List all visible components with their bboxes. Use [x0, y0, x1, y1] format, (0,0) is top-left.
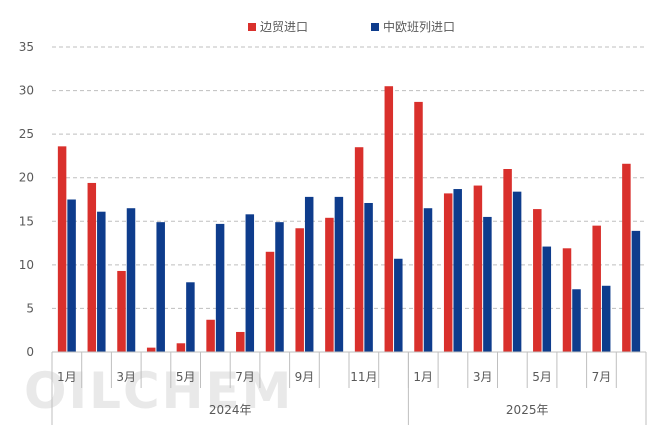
y-tick-label: 20: [19, 171, 34, 185]
bar-china-europe-rail: [97, 211, 106, 352]
bar-border-trade: [176, 343, 186, 352]
y-tick-label: 0: [26, 345, 34, 359]
x-tick-label: 1月: [57, 370, 77, 384]
bar-china-europe-rail: [186, 282, 195, 352]
bar-china-europe-rail: [394, 258, 403, 352]
y-tick-label: 35: [19, 40, 34, 54]
x-tick-label: 5月: [176, 370, 196, 384]
bar-border-trade: [265, 251, 275, 352]
bar-border-trade: [87, 182, 97, 352]
x-tick-label: 7月: [235, 370, 255, 384]
bar-china-europe-rail: [126, 208, 136, 352]
bar-china-europe-rail: [423, 208, 433, 352]
bar-china-europe-rail: [453, 189, 462, 352]
x-tick-label: 3月: [116, 370, 136, 384]
legend-swatch: [248, 23, 256, 31]
bar-china-europe-rail: [334, 196, 344, 352]
x-tick-label: 1月: [413, 370, 433, 384]
watermark: OILCHEM: [24, 362, 293, 420]
bar-border-trade: [117, 270, 126, 352]
bar-border-trade: [57, 146, 67, 352]
bar-china-europe-rail: [275, 222, 284, 352]
bar-china-europe-rail: [512, 191, 522, 352]
bar-border-trade: [622, 163, 631, 352]
bar-china-europe-rail: [67, 199, 76, 352]
bar-china-europe-rail: [631, 230, 641, 352]
bar-border-trade: [562, 248, 572, 352]
bar-china-europe-rail: [304, 196, 314, 352]
bar-china-europe-rail: [364, 202, 373, 352]
x-group-label: 2025年: [506, 403, 549, 417]
y-tick-label: 10: [19, 258, 34, 272]
x-tick-label: 7月: [592, 370, 612, 384]
bar-china-europe-rail: [215, 223, 225, 352]
bar-border-trade: [503, 169, 512, 352]
y-tick-label: 5: [26, 301, 34, 315]
legend-label: 中欧班列进口: [383, 19, 455, 34]
bar-border-trade: [354, 147, 364, 352]
bar-border-trade: [325, 217, 334, 352]
bar-border-trade: [473, 185, 483, 352]
bar-border-trade: [592, 225, 601, 352]
x-tick-label: 9月: [295, 370, 315, 384]
legend-swatch: [371, 23, 379, 31]
y-tick-label: 30: [19, 84, 34, 98]
bar-border-trade: [295, 228, 304, 352]
bar-border-trade: [533, 209, 542, 352]
x-tick-label: 3月: [473, 370, 493, 384]
legend-label: 边贸进口: [260, 20, 308, 34]
grid-lines: [52, 46, 646, 309]
axes: 0 5 10 15 20 25 30 35 1月 3月 5月 7月 9月 11月 1月 3月 5月 7月 2024年…: [19, 40, 647, 425]
bar-china-europe-rail: [156, 222, 165, 352]
x-tick-label: 11月: [350, 370, 377, 384]
x-group-label: 2024年: [209, 403, 252, 417]
bar-border-trade: [414, 101, 423, 353]
bar-china-europe-rail: [601, 285, 611, 352]
y-tick-label: 25: [19, 127, 34, 141]
bar-china-europe-rail: [245, 214, 255, 352]
bar-china-europe-rail: [542, 246, 552, 352]
legend: 边贸进口 中欧班列进口: [248, 19, 455, 34]
bar-china-europe-rail: [483, 216, 492, 352]
y-tick-label: 15: [19, 214, 34, 228]
bar-border-trade: [146, 347, 156, 352]
bar-china-europe-rail: [572, 289, 581, 352]
x-tick-label: 5月: [532, 370, 552, 384]
bar-border-trade: [443, 193, 453, 352]
bars: [57, 86, 641, 353]
bar-border-trade: [384, 86, 394, 352]
bar-border-trade: [236, 331, 245, 352]
bar-border-trade: [206, 319, 215, 352]
